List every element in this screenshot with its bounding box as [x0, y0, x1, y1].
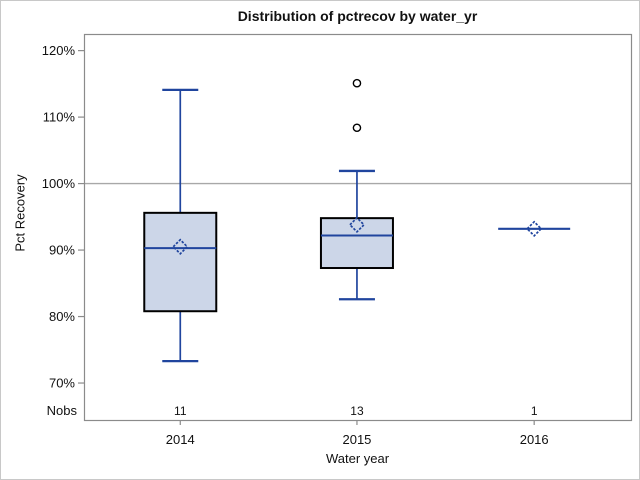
nobs-value: 1 [531, 404, 538, 418]
x-tick-label: 2016 [520, 432, 549, 447]
nobs-value: 13 [350, 404, 364, 418]
x-axis-title: Water year [325, 451, 390, 466]
y-tick-label: 80% [49, 309, 75, 324]
plot-border [83, 33, 633, 422]
box-2014 [143, 211, 218, 313]
y-tick-label: 120% [42, 43, 76, 58]
y-tick-label: 100% [42, 176, 76, 191]
mean-marker-2014 [172, 238, 189, 255]
nobs-value: 11 [174, 404, 187, 418]
x-tick-label: 2015 [342, 432, 371, 447]
outlier-point-2015 [352, 123, 362, 133]
y-tick-label: 110% [43, 110, 76, 125]
mean-marker-2015 [348, 216, 366, 234]
y-axis-title: Pct Recovery [12, 174, 28, 252]
box-2015 [319, 217, 394, 270]
nobs-row-label: Nobs [46, 403, 77, 418]
y-tick-label: 70% [49, 376, 75, 391]
mean-marker-2016 [525, 220, 543, 237]
outlier-point-2015 [352, 78, 362, 88]
x-tick-label: 2014 [166, 432, 195, 447]
chart-title: Distribution of pctrecov by water_yr [237, 8, 478, 24]
y-tick-label: 90% [49, 243, 75, 258]
